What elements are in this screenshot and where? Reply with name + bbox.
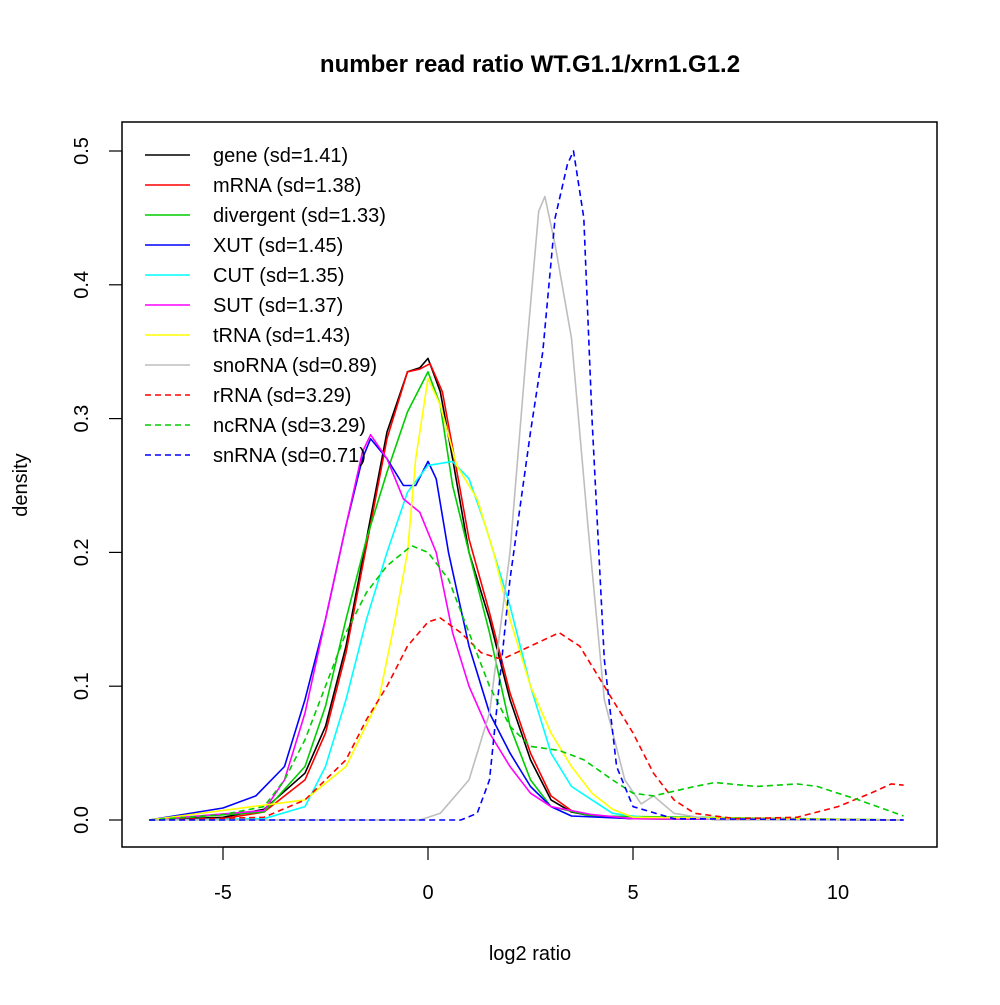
series-line bbox=[149, 460, 904, 821]
legend-label: mRNA (sd=1.38) bbox=[213, 175, 361, 197]
chart-title: number read ratio WT.G1.1/xrn1.G1.2 bbox=[320, 51, 740, 78]
legend-item: XUT (sd=1.45) bbox=[145, 235, 343, 257]
y-tick-label: 0.5 bbox=[71, 137, 93, 165]
legend-label: XUT (sd=1.45) bbox=[213, 235, 343, 257]
legend: gene (sd=1.41) mRNA (sd=1.38) divergent (s… bbox=[145, 145, 386, 467]
y-tick-label: 0.2 bbox=[71, 538, 93, 566]
y-tick-label: 0.1 bbox=[71, 672, 93, 700]
y-axis-label: density bbox=[10, 453, 32, 516]
x-tick-label: 10 bbox=[827, 882, 849, 904]
x-tick-label: 0 bbox=[422, 882, 433, 904]
y-tick-label: 0.4 bbox=[71, 271, 93, 299]
x-axis-label: log2 ratio bbox=[489, 943, 571, 965]
series-line bbox=[149, 195, 904, 821]
series-layer bbox=[149, 150, 904, 821]
x-tick-label: -5 bbox=[214, 882, 232, 904]
legend-item: SUT (sd=1.37) bbox=[145, 295, 343, 317]
legend-label: SUT (sd=1.37) bbox=[213, 295, 343, 317]
x-axis: -5 0 5 10 bbox=[214, 846, 849, 904]
y-tick-label: 0.0 bbox=[71, 806, 93, 834]
legend-item: snoRNA (sd=0.89) bbox=[145, 355, 377, 377]
legend-label: snRNA (sd=0.71) bbox=[213, 445, 366, 467]
series-line bbox=[149, 377, 904, 821]
legend-item: snRNA (sd=0.71) bbox=[145, 445, 366, 467]
series-line bbox=[149, 357, 904, 821]
plot-frame bbox=[121, 121, 938, 848]
legend-label: divergent (sd=1.33) bbox=[213, 205, 386, 227]
y-axis: 0.0 0.1 0.2 0.3 0.4 0.5 bbox=[71, 137, 123, 834]
series-line bbox=[149, 433, 904, 821]
x-tick-label: 5 bbox=[627, 882, 638, 904]
series-line bbox=[149, 544, 904, 821]
legend-label: rRNA (sd=3.29) bbox=[213, 385, 351, 407]
legend-label: snoRNA (sd=0.89) bbox=[213, 355, 377, 377]
series-line bbox=[149, 362, 904, 821]
legend-item: ncRNA (sd=3.29) bbox=[145, 415, 366, 437]
series-line bbox=[149, 437, 904, 821]
legend-label: ncRNA (sd=3.29) bbox=[213, 415, 366, 437]
y-tick-label: 0.3 bbox=[71, 405, 93, 433]
series-line bbox=[149, 150, 904, 821]
legend-item: CUT (sd=1.35) bbox=[145, 265, 344, 287]
legend-item: divergent (sd=1.33) bbox=[145, 205, 386, 227]
legend-item: rRNA (sd=3.29) bbox=[145, 385, 351, 407]
legend-item: tRNA (sd=1.43) bbox=[145, 325, 350, 347]
series-line bbox=[149, 371, 904, 821]
legend-label: tRNA (sd=1.43) bbox=[213, 325, 350, 347]
legend-item: mRNA (sd=1.38) bbox=[145, 175, 361, 197]
legend-item: gene (sd=1.41) bbox=[145, 145, 348, 167]
legend-label: CUT (sd=1.35) bbox=[213, 265, 344, 287]
legend-label: gene (sd=1.41) bbox=[213, 145, 348, 167]
series-line bbox=[149, 617, 904, 821]
